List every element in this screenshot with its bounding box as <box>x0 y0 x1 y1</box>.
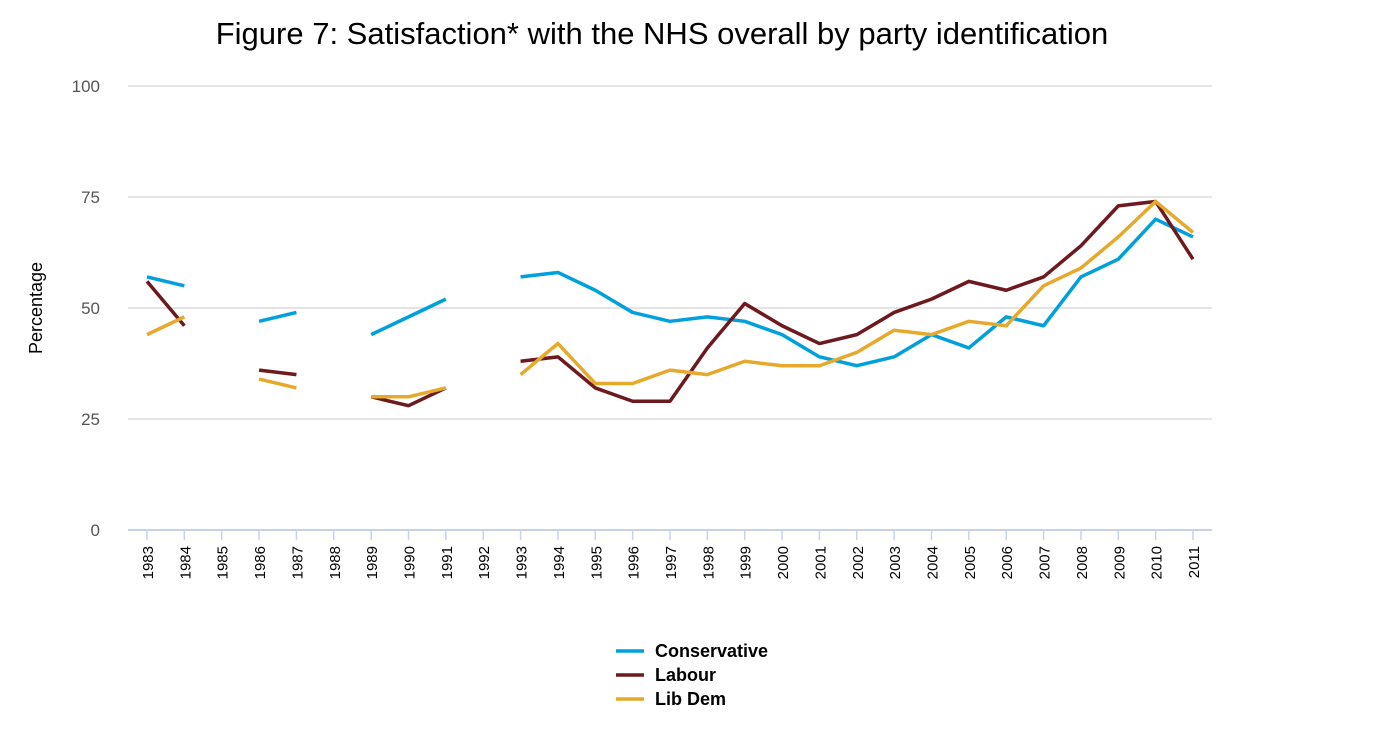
x-tick-label: 1988 <box>327 546 344 579</box>
series-line-lib-dem <box>258 377 297 390</box>
x-tick-label: 1996 <box>626 546 643 579</box>
chart-title: Figure 7: Satisfaction* with the NHS ove… <box>216 16 1109 51</box>
series-line-lib-dem <box>146 315 186 337</box>
x-tick-label: 1997 <box>663 546 680 579</box>
y-tick-label: 100 <box>72 77 100 96</box>
series-line-conservative <box>146 275 185 288</box>
x-tick-label: 2009 <box>1111 546 1128 579</box>
x-tick-label: 2010 <box>1149 546 1166 579</box>
x-tick-label: 1993 <box>514 546 531 579</box>
legend-label: Lib Dem <box>655 689 726 709</box>
x-tick-label: 1991 <box>439 546 456 579</box>
y-tick-label: 75 <box>81 188 100 207</box>
x-tick-label: 2004 <box>925 546 942 579</box>
x-tick-label: 1987 <box>289 546 306 579</box>
series-line-labour <box>520 199 1195 403</box>
series-line-lib-dem <box>371 386 447 399</box>
x-tick-label: 1983 <box>140 546 157 579</box>
x-tick-label: 2000 <box>775 546 792 579</box>
series-line-conservative <box>520 217 1194 368</box>
x-tick-label: 2001 <box>812 546 829 579</box>
series-line-lib-dem <box>519 199 1195 386</box>
y-tick-label: 50 <box>81 299 100 318</box>
x-tick-label: 2007 <box>1037 546 1054 579</box>
x-tick-label: 1994 <box>551 546 568 579</box>
x-tick-label: 1984 <box>177 546 194 579</box>
x-tick-label: 2005 <box>962 546 979 579</box>
x-tick-label: 1990 <box>402 546 419 579</box>
x-tick-label: 1992 <box>476 546 493 579</box>
y-tick-label: 25 <box>81 410 100 429</box>
x-tick-label: 2002 <box>850 546 867 579</box>
x-tick-label: 1986 <box>252 546 269 579</box>
legend-label: Labour <box>655 665 716 685</box>
x-tick-label: 1985 <box>215 546 232 579</box>
y-tick-label: 0 <box>91 521 100 540</box>
series-line-conservative <box>258 310 297 324</box>
x-tick-label: 2008 <box>1074 546 1091 579</box>
x-tick-label: 2006 <box>999 546 1016 579</box>
x-tick-label: 1999 <box>738 546 755 579</box>
series-line-labour <box>258 368 297 377</box>
x-tick-label: 1995 <box>588 546 605 579</box>
y-axis-label: Percentage <box>26 262 46 354</box>
x-tick-label: 1989 <box>364 546 381 579</box>
x-tick-label: 2011 <box>1186 546 1203 578</box>
x-tick-label: 2003 <box>887 546 904 579</box>
x-tick-label: 1998 <box>700 546 717 579</box>
legend-label: Conservative <box>655 641 768 661</box>
